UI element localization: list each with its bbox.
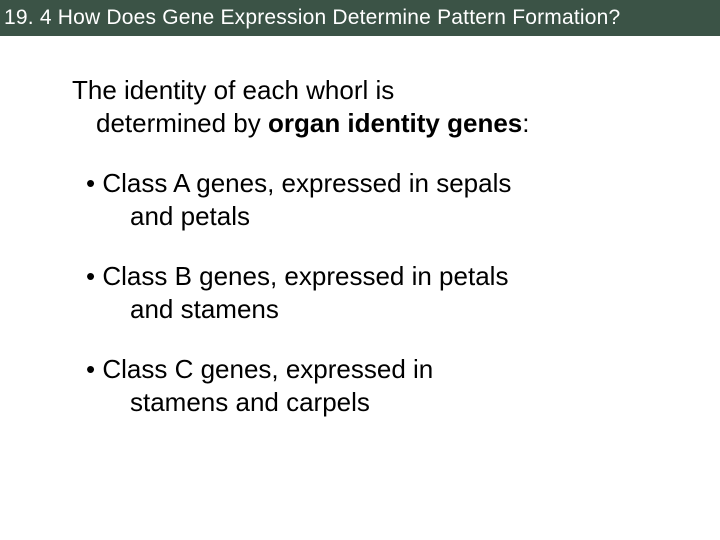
list-item: Class C genes, expressed in stamens and … <box>86 353 674 418</box>
intro-line2: determined by organ identity genes: <box>78 107 674 140</box>
intro-bold-term: organ identity genes <box>268 108 522 138</box>
slide-body: The identity of each whorl is determined… <box>0 36 720 418</box>
intro-line2-prefix: determined by <box>96 108 268 138</box>
slide-header-title: 19. 4 How Does Gene Expression Determine… <box>4 6 620 29</box>
bullet-line1: Class B genes, expressed in petals <box>102 261 508 291</box>
bullet-line2: and stamens <box>108 293 674 326</box>
intro-line2-suffix: : <box>522 108 529 138</box>
bullet-line1: Class C genes, expressed in <box>102 354 433 384</box>
list-item: Class B genes, expressed in petals and s… <box>86 260 674 325</box>
slide-header: 19. 4 How Does Gene Expression Determine… <box>0 0 720 36</box>
bullet-list: Class A genes, expressed in sepals and p… <box>72 167 674 418</box>
intro-paragraph: The identity of each whorl is determined… <box>72 74 674 139</box>
bullet-line2: stamens and carpels <box>108 386 674 419</box>
bullet-line1: Class A genes, expressed in sepals <box>102 168 511 198</box>
list-item: Class A genes, expressed in sepals and p… <box>86 167 674 232</box>
intro-line1: The identity of each whorl is <box>72 75 394 105</box>
bullet-line2: and petals <box>108 200 674 233</box>
